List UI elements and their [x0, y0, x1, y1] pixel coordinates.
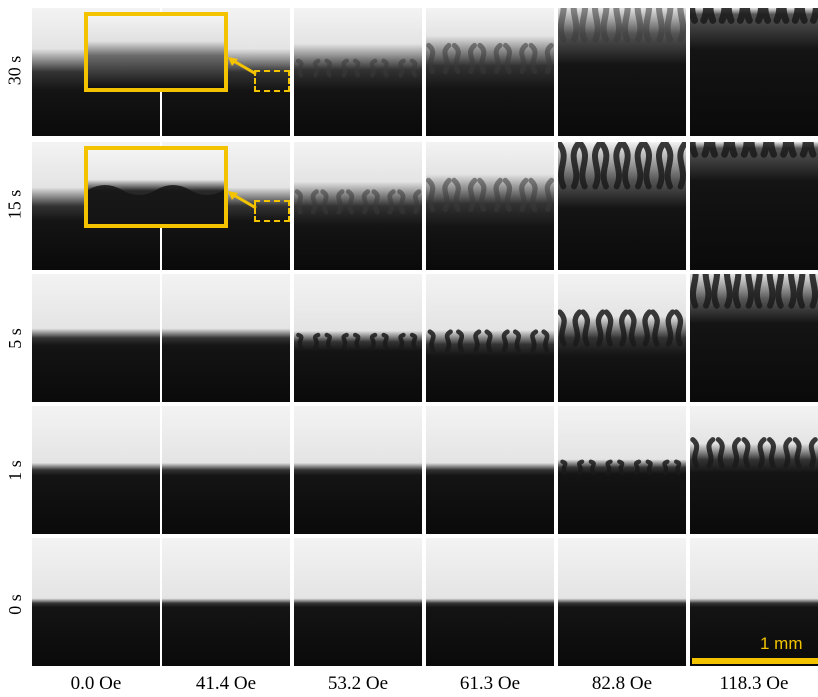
row-label-1s: 1 s [4, 459, 25, 481]
inset-30s [84, 12, 228, 92]
panel-r2-c5 [690, 274, 818, 402]
inset-30s-image [88, 16, 224, 88]
panel-r2-c0 [32, 274, 160, 402]
panel-r0-c2 [294, 8, 422, 136]
panel-r4-c4 [558, 538, 686, 666]
row-label-5s: 5 s [4, 327, 25, 349]
panel-r2-c1 [162, 274, 290, 402]
panel-r1-c3 [426, 142, 554, 270]
zoom-region-15s [254, 200, 290, 222]
panel-r3-c2 [294, 406, 422, 534]
panel-r0-c5 [690, 8, 818, 136]
inset-15s [84, 146, 228, 228]
panel-r2-c3 [426, 274, 554, 402]
col-label-3: 61.3 Oe [459, 673, 521, 694]
panel-r4-c5 [690, 538, 818, 666]
panel-r0-c3 [426, 8, 554, 136]
col-label-4: 82.8 Oe [591, 673, 653, 694]
panel-r3-c3 [426, 406, 554, 534]
scale-bar-label: 1 mm [760, 634, 803, 653]
row-label-15s: 15 s [4, 189, 25, 219]
panel-r3-c1 [162, 406, 290, 534]
col-label-5: 118.3 Oe [719, 673, 789, 694]
zoom-region-30s [254, 70, 290, 92]
col-label-2: 53.2 Oe [327, 673, 389, 694]
panel-r3-c4 [558, 406, 686, 534]
inset-15s-image [88, 150, 224, 224]
panel-r0-c4 [558, 8, 686, 136]
inset-arrow-15s [228, 191, 257, 210]
panel-r4-c0 [32, 538, 160, 666]
panel-r4-c1 [162, 538, 290, 666]
row-label-0s: 0 s [4, 593, 25, 615]
panel-r1-c5 [690, 142, 818, 270]
panel-r1-c2 [294, 142, 422, 270]
scale-bar [692, 658, 818, 664]
panel-r2-c2 [294, 274, 422, 402]
panel-r3-c5 [690, 406, 818, 534]
col-label-1: 41.4 Oe [195, 673, 257, 694]
inset-arrow-30s [228, 57, 257, 76]
panel-r1-c4 [558, 142, 686, 270]
row-label-30s: 30 s [4, 55, 25, 85]
col-label-0: 0.0 Oe [70, 673, 122, 694]
panel-r4-c3 [426, 538, 554, 666]
panel-r3-c0 [32, 406, 160, 534]
panel-r2-c4 [558, 274, 686, 402]
panel-r4-c2 [294, 538, 422, 666]
